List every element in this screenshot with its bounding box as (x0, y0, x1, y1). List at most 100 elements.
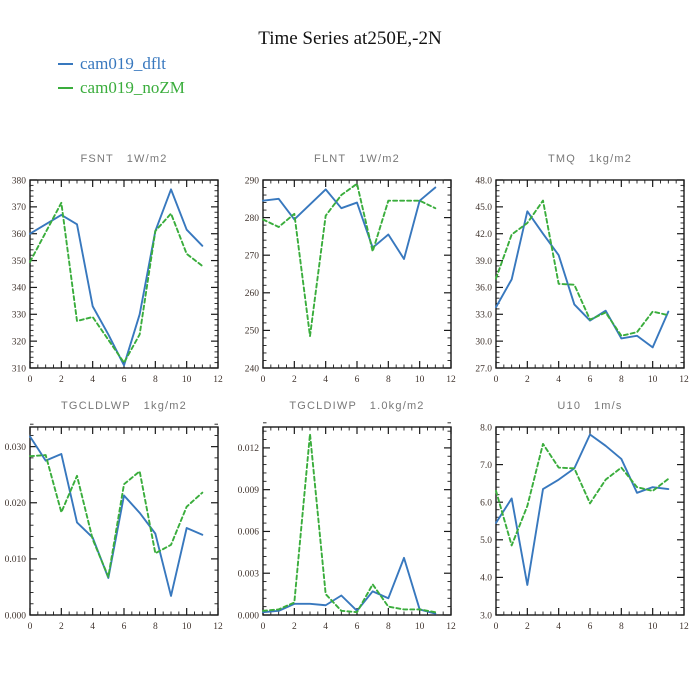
svg-text:3.0: 3.0 (480, 611, 492, 621)
svg-text:TGCLDLWP 1kg/m2: TGCLDLWP 1kg/m2 (61, 400, 187, 412)
svg-text:0.012: 0.012 (238, 444, 260, 454)
svg-text:10: 10 (648, 375, 658, 385)
svg-text:U10 1m/s: U10 1m/s (557, 400, 622, 412)
chart-title: Time Series at250E,-2N (258, 28, 442, 49)
svg-text:6: 6 (122, 375, 127, 385)
svg-text:0.000: 0.000 (238, 611, 260, 621)
svg-text:42.0: 42.0 (475, 230, 492, 240)
svg-text:4: 4 (90, 622, 95, 632)
svg-text:310: 310 (12, 364, 27, 374)
svg-text:10: 10 (415, 622, 425, 632)
svg-text:12: 12 (213, 622, 223, 632)
svg-text:4: 4 (556, 622, 561, 632)
legend-line-sample-noZM (58, 87, 73, 89)
svg-text:270: 270 (245, 252, 260, 262)
svg-text:360: 360 (12, 230, 27, 240)
subplot-flnt: 0 2 4 6 8 10 12 240 250 260 270 280 290 FLNT 1W/m2 (233, 140, 467, 390)
subplot-u10: 0 2 4 6 8 10 12 3.0 4.0 5.0 6.0 7.0 8.0 U10 1m/s (466, 387, 700, 637)
svg-text:330: 330 (12, 311, 27, 321)
svg-text:39.0: 39.0 (475, 257, 492, 267)
tmq-chart: 0 2 4 6 8 10 12 27.0 30.0 33.0 36.0 39.0 42.0 45.0 48.… (475, 153, 689, 385)
legend-item-cam019-noZM: cam019_noZM (58, 76, 185, 100)
svg-text:TMQ 1kg/m2: TMQ 1kg/m2 (548, 153, 632, 165)
svg-text:8: 8 (153, 622, 158, 632)
svg-text:4: 4 (90, 375, 95, 385)
svg-text:6: 6 (588, 375, 593, 385)
svg-text:0: 0 (261, 622, 266, 632)
svg-text:250: 250 (245, 327, 260, 337)
svg-text:0.010: 0.010 (5, 555, 27, 565)
svg-text:2: 2 (525, 375, 530, 385)
svg-text:260: 260 (245, 289, 260, 299)
svg-text:TGCLDIWP 1.0kg/m2: TGCLDIWP 1.0kg/m2 (289, 400, 424, 412)
svg-text:FSNT 1W/m2: FSNT 1W/m2 (80, 153, 167, 165)
svg-text:280: 280 (245, 214, 260, 224)
svg-text:8: 8 (153, 375, 158, 385)
svg-text:6: 6 (588, 622, 593, 632)
fsnt-chart: 0 2 4 6 8 10 12 310 320 330 340 350 360 370 380 FSNT 1W… (12, 153, 223, 385)
svg-text:10: 10 (182, 375, 192, 385)
svg-text:30.0: 30.0 (475, 337, 492, 347)
svg-text:380: 380 (12, 176, 27, 186)
svg-text:0: 0 (494, 622, 499, 632)
svg-text:8: 8 (386, 622, 391, 632)
svg-text:0.000: 0.000 (5, 611, 27, 621)
tgcldlwp-chart: 0 2 4 6 8 10 12 0.000 0.010 0.020 0.030 TGCLDLWP 1k… (5, 400, 223, 632)
svg-text:48.0: 48.0 (475, 176, 492, 186)
flnt-chart: 0 2 4 6 8 10 12 240 250 260 270 280 290 FLNT 1W/m2 (245, 153, 456, 385)
svg-text:6: 6 (355, 375, 360, 385)
svg-text:5.0: 5.0 (480, 536, 492, 546)
svg-text:12: 12 (213, 375, 223, 385)
svg-text:8: 8 (619, 375, 624, 385)
svg-text:27.0: 27.0 (475, 364, 492, 374)
svg-text:0.003: 0.003 (238, 570, 260, 580)
svg-text:2: 2 (292, 375, 297, 385)
svg-text:33.0: 33.0 (475, 311, 492, 321)
svg-text:8: 8 (386, 375, 391, 385)
svg-text:0: 0 (28, 375, 33, 385)
svg-text:0: 0 (28, 622, 33, 632)
svg-text:12: 12 (679, 622, 689, 632)
legend: cam019_dflt cam019_noZM (58, 52, 185, 100)
svg-text:370: 370 (12, 203, 27, 213)
svg-text:10: 10 (182, 622, 192, 632)
legend-label-dflt: cam019_dflt (80, 54, 166, 73)
svg-text:45.0: 45.0 (475, 203, 492, 213)
svg-text:2: 2 (59, 375, 64, 385)
subplot-tgcldlwp: 0 2 4 6 8 10 12 0.000 0.010 0.020 0.030 TGCLDLWP 1k… (0, 387, 234, 637)
svg-text:4: 4 (323, 375, 328, 385)
svg-text:0.030: 0.030 (5, 443, 27, 453)
svg-text:0: 0 (261, 375, 266, 385)
svg-text:340: 340 (12, 284, 27, 294)
svg-text:0.020: 0.020 (5, 499, 27, 509)
legend-line-sample-dflt (58, 63, 73, 65)
svg-text:290: 290 (245, 176, 260, 186)
svg-text:0.006: 0.006 (238, 528, 260, 538)
svg-text:240: 240 (245, 364, 260, 374)
svg-text:2: 2 (292, 622, 297, 632)
svg-text:7.0: 7.0 (480, 461, 492, 471)
svg-text:6.0: 6.0 (480, 499, 492, 509)
svg-text:320: 320 (12, 337, 27, 347)
svg-text:8.0: 8.0 (480, 423, 492, 433)
svg-text:8: 8 (619, 622, 624, 632)
svg-text:FLNT 1W/m2: FLNT 1W/m2 (314, 153, 400, 165)
svg-text:6: 6 (355, 622, 360, 632)
u10-chart: 0 2 4 6 8 10 12 3.0 4.0 5.0 6.0 7.0 8.0 U10 1m/s (480, 400, 689, 632)
svg-text:4: 4 (323, 622, 328, 632)
svg-text:10: 10 (648, 622, 658, 632)
svg-text:36.0: 36.0 (475, 284, 492, 294)
svg-text:4.0: 4.0 (480, 574, 492, 584)
legend-item-cam019-dflt: cam019_dflt (58, 52, 185, 76)
svg-text:10: 10 (415, 375, 425, 385)
subplot-tmq: 0 2 4 6 8 10 12 27.0 30.0 33.0 36.0 39.0 42.0 45.0 48.… (466, 140, 700, 390)
svg-text:12: 12 (446, 622, 456, 632)
svg-text:12: 12 (446, 375, 456, 385)
svg-text:350: 350 (12, 257, 27, 267)
svg-text:6: 6 (122, 622, 127, 632)
subplot-tgcldiwp: 0 2 4 6 8 10 12 0.000 0.003 0.006 0.009 0.012 TGCLDI… (233, 387, 467, 637)
svg-text:12: 12 (679, 375, 689, 385)
tgcldiwp-chart: 0 2 4 6 8 10 12 0.000 0.003 0.006 0.009 0.012 TGCLDI… (238, 400, 456, 632)
svg-text:2: 2 (525, 622, 530, 632)
